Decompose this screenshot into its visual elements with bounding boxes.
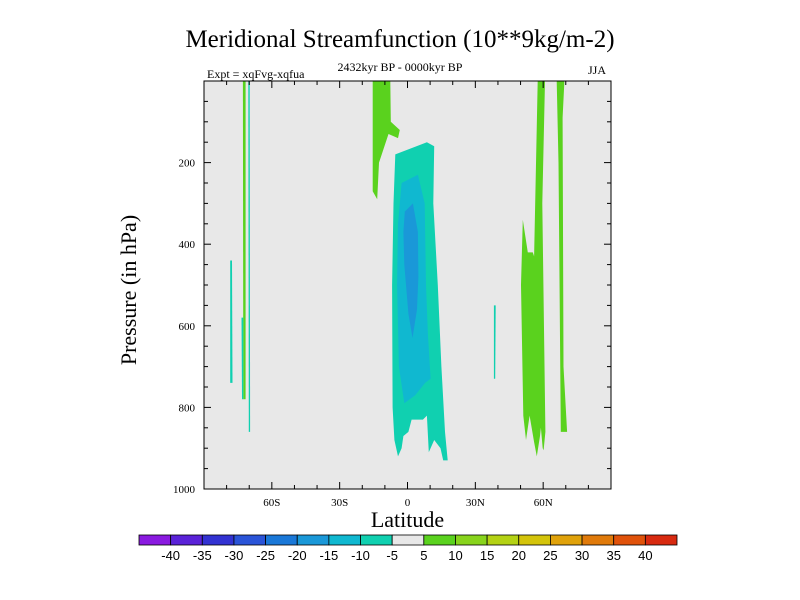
colorbar-level-label: -30	[225, 548, 244, 563]
colorbar-level-label: 30	[575, 548, 589, 563]
colorbar-level-label: 10	[448, 548, 462, 563]
colorbar-level-label: 20	[512, 548, 526, 563]
colorbar-box	[328, 534, 361, 546]
x-tick-label: 30S	[331, 497, 348, 509]
region-green-thread-59N	[541, 81, 543, 98]
colorbar-level-label: -25	[256, 548, 275, 563]
region-green-strip-70S	[242, 81, 246, 400]
colorbar-box	[201, 534, 235, 546]
region-cyan-blob-38N	[493, 305, 496, 379]
colorbar-box	[138, 534, 172, 546]
colorbar-level-label: -15	[319, 548, 338, 563]
colorbar-level-label: 40	[638, 548, 652, 563]
colorbar-level-label: -20	[288, 548, 307, 563]
colorbar-box	[265, 534, 298, 546]
region-green-cap-15S	[372, 81, 400, 200]
x-tick-label: 60S	[263, 497, 280, 509]
y-tick-label: 200	[179, 158, 196, 170]
colorbar-box	[644, 534, 678, 546]
colorbar-box	[296, 534, 330, 546]
colorbar-level-label: -10	[351, 548, 370, 563]
contour-regions	[230, 81, 568, 461]
colorbar-box	[486, 534, 520, 546]
colorbar-box	[360, 534, 393, 546]
time-range-label: 2432kyr BP - 0000kyr BP	[337, 60, 463, 74]
y-axis-title: Pressure (in hPa)	[116, 215, 141, 365]
colorbar-level-label: 15	[480, 548, 494, 563]
region-cyan-strip-69S	[248, 81, 251, 432]
y-tick-label: 400	[179, 239, 196, 251]
experiment-label: Expt = xqFvg-xqfua	[207, 67, 305, 81]
x-tick-label: 30N	[466, 497, 485, 509]
colorbar-level-label: 5	[420, 548, 427, 563]
colorbar-box	[518, 534, 551, 546]
x-axis: 60S 30S 0 30N 60N	[226, 81, 589, 509]
colorbar-box	[455, 534, 488, 546]
colorbar-labels: -40 -35 -30 -25 -20 -15 -10 -5 5 10 15 20 25 30 35 40	[161, 548, 652, 563]
region-cyan-blob-78S	[230, 260, 233, 383]
y-tick-label: 600	[179, 321, 196, 333]
y-axis: 200 400 600 800 1000	[173, 100, 611, 496]
colorbar-level-label: 35	[606, 548, 620, 563]
region-green-band-55N	[521, 81, 546, 457]
region-cyan-blob-73S	[241, 317, 244, 400]
season-label: JJA	[588, 63, 607, 77]
colorbar-level-label: -40	[161, 548, 180, 563]
colorbar-box	[423, 534, 456, 546]
colorbar-level-label: -5	[386, 548, 398, 563]
colorbar-box	[550, 534, 583, 546]
x-axis-title: Latitude	[371, 507, 444, 532]
region-blue-inner-equator	[403, 203, 419, 338]
colorbar-box	[581, 534, 615, 546]
colorbar-box	[391, 534, 425, 546]
region-green-strip-67N	[556, 81, 568, 432]
colorbar-level-label: -35	[193, 548, 212, 563]
y-tick-label: 1000	[173, 484, 196, 496]
colorbar-box	[613, 534, 646, 546]
colorbar-box	[233, 534, 266, 546]
x-tick-label: 60N	[534, 497, 553, 509]
colorbar-level-label: 25	[543, 548, 557, 563]
chart-title: Meridional Streamfunction (10**9kg/m-2)	[185, 26, 615, 53]
colorbar	[138, 534, 678, 546]
x-tick-label: 0	[405, 497, 411, 509]
y-tick-label: 800	[179, 402, 196, 414]
colorbar-box	[170, 534, 203, 546]
